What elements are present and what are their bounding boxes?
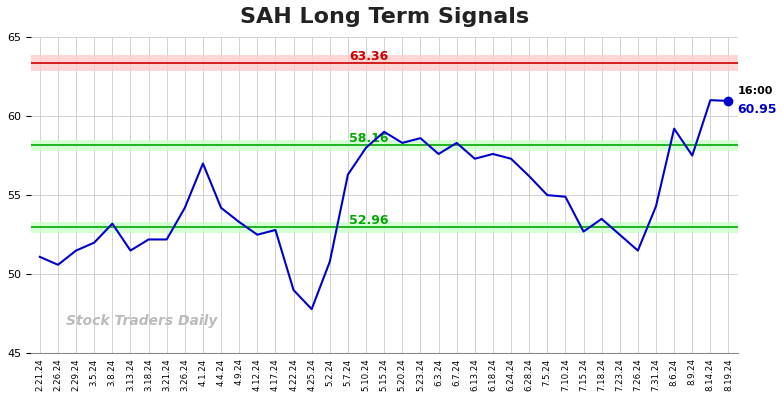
Bar xyxy=(31,140,738,151)
Bar xyxy=(31,55,738,71)
Text: 63.36: 63.36 xyxy=(349,50,388,63)
Text: 60.95: 60.95 xyxy=(738,103,777,116)
Text: 58.16: 58.16 xyxy=(349,132,388,145)
Title: SAH Long Term Signals: SAH Long Term Signals xyxy=(240,7,528,27)
Bar xyxy=(31,222,738,233)
Text: 16:00: 16:00 xyxy=(738,86,773,96)
Text: 52.96: 52.96 xyxy=(349,214,388,227)
Text: Stock Traders Daily: Stock Traders Daily xyxy=(66,314,217,328)
